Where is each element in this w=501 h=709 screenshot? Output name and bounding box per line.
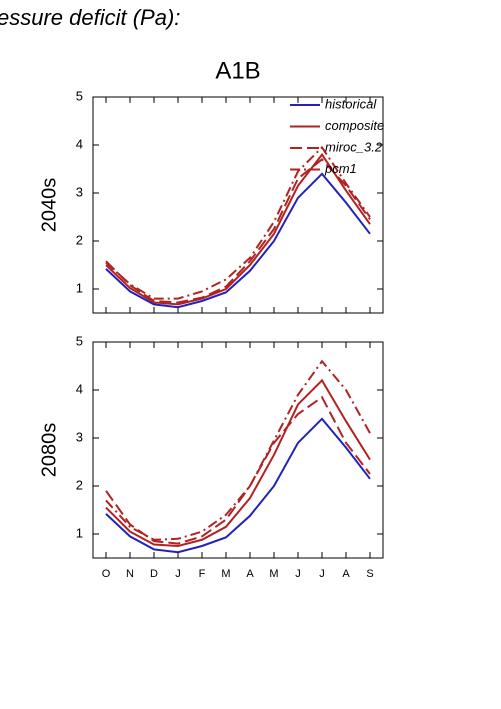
y-tick-label: 3 (76, 429, 83, 444)
series-line (105, 378, 371, 548)
x-tick-label: O (102, 568, 111, 580)
x-tick-label: J (175, 568, 181, 580)
series-line (105, 172, 371, 309)
series-line (105, 152, 371, 306)
x-tick-label: A (342, 568, 350, 580)
x-tick-label: M (221, 568, 230, 580)
y-tick-label: 2 (76, 232, 83, 247)
plot-frame (92, 341, 384, 559)
y-axis-label: 2080s (38, 423, 60, 478)
series-line (105, 417, 371, 554)
series-line (105, 395, 371, 545)
y-tick-label: 3 (76, 184, 83, 199)
y-tick-label: 1 (76, 525, 83, 540)
x-tick-label: J (295, 568, 301, 580)
y-tick-label: 1 (76, 280, 83, 295)
y-axis-label: 2040s (38, 178, 60, 233)
y-tick-label: 5 (76, 88, 83, 103)
x-tick-label: A (246, 568, 254, 580)
y-tick-label: 4 (76, 381, 83, 396)
x-tick-label: F (199, 568, 206, 580)
x-tick-label: J (319, 568, 325, 580)
x-tick-label: S (366, 568, 373, 580)
legend-label: miroc_3.2 (325, 139, 383, 154)
legend-label: composite (325, 118, 384, 133)
x-tick-label: N (126, 568, 134, 580)
chart-title: A1B (215, 57, 260, 84)
series-line (105, 145, 371, 300)
page-title: essure deficit (Pa): (0, 5, 180, 30)
legend-label: pcm1 (324, 161, 357, 176)
x-tick-label: D (150, 568, 158, 580)
y-tick-label: 5 (76, 333, 83, 348)
x-tick-label: M (269, 568, 278, 580)
legend-label: historical (325, 96, 377, 111)
y-tick-label: 4 (76, 136, 83, 151)
plot-frame (92, 96, 384, 314)
series-line (105, 158, 371, 304)
series-line (105, 359, 371, 541)
y-tick-label: 2 (76, 477, 83, 492)
